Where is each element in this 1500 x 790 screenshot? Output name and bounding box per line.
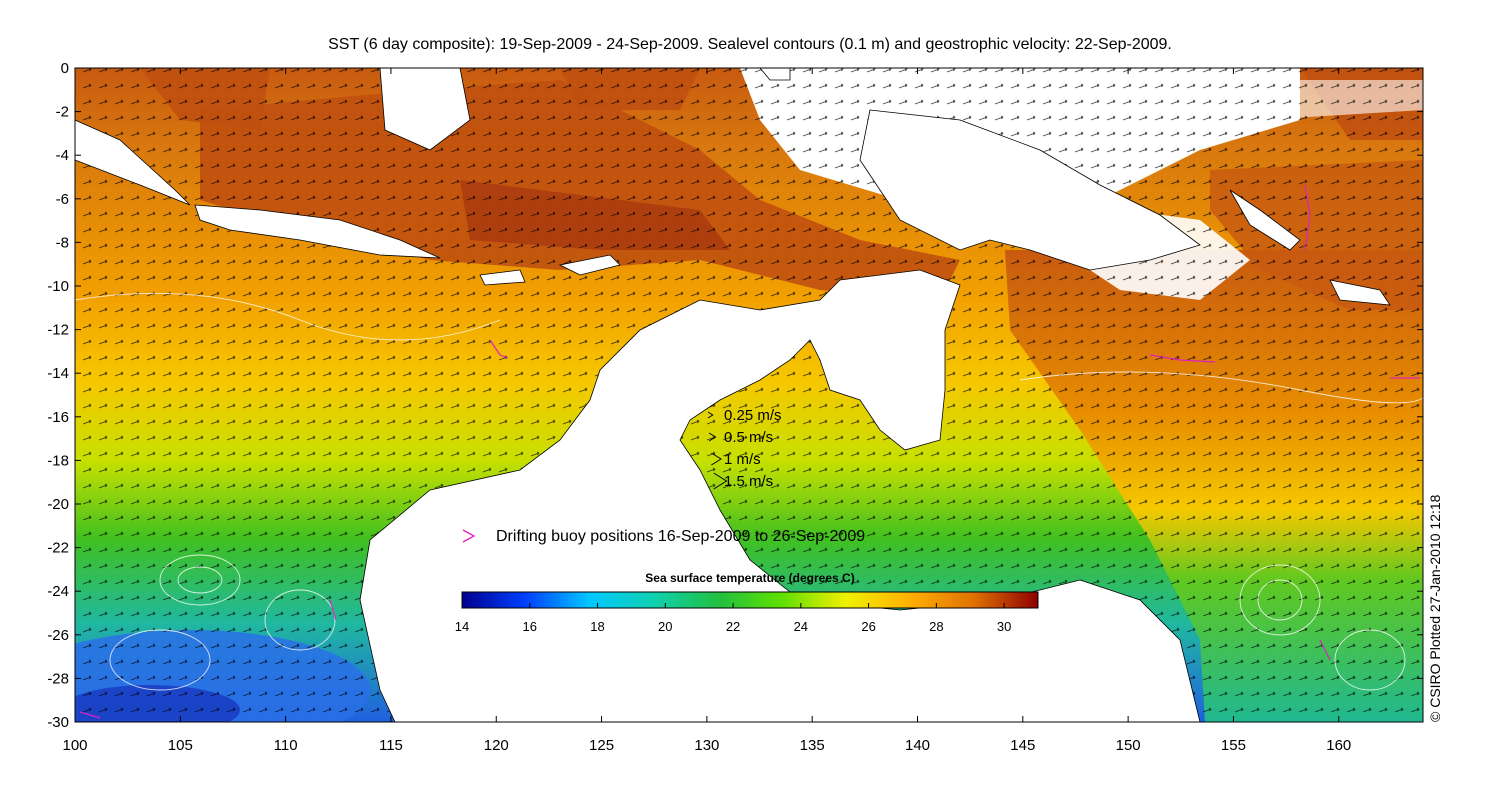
y-tick-label: -4 <box>56 147 69 164</box>
buoy-tracks <box>79 184 1420 719</box>
velocity-legend-label: 0.25 m/s <box>724 407 782 424</box>
credit-text: © CSIRO Plotted 27-Jan-2010 12:18 <box>1427 494 1443 722</box>
velocity-arrow-icon <box>707 411 714 419</box>
colorbar-tick-label: 30 <box>997 619 1011 634</box>
y-tick-label: 0 <box>61 60 69 77</box>
y-tick-label: -30 <box>47 714 69 731</box>
velocity-legend-label: 1 m/s <box>724 451 761 468</box>
y-tick-label: -8 <box>56 234 69 251</box>
x-tick-label: 155 <box>1221 737 1246 754</box>
colorbar-tick-label: 22 <box>726 619 740 634</box>
map-title: SST (6 day composite): 19-Sep-2009 - 24-… <box>328 36 1172 53</box>
axis-ticks: 100 105 110 115 120 125 130 135 140 145 150 155 1600… <box>47 60 1423 754</box>
colorbar-gradient <box>461 591 1039 609</box>
x-tick-label: 105 <box>168 737 193 754</box>
y-tick-label: -6 <box>56 191 69 208</box>
colorbar-ticks: 14 16 18 20 22 24 26 28 30 <box>455 603 1011 634</box>
y-tick-label: -16 <box>47 409 69 426</box>
colorbar: Sea surface temperature (degrees C) 14 16… <box>455 571 1039 634</box>
x-tick-label: 150 <box>1116 737 1141 754</box>
y-tick-label: -14 <box>47 365 69 382</box>
velocity-legend-label: 1.5 m/s <box>724 473 773 490</box>
x-tick-label: 125 <box>589 737 614 754</box>
velocity-legend: 0.25 m/s 0.5 m/s 1 m/s 1.5 m/s <box>707 407 782 490</box>
y-tick-label: -28 <box>47 670 69 687</box>
plot-frame <box>74 67 1424 723</box>
velocity-legend-label: 0.5 m/s <box>724 429 773 446</box>
x-tick-label: 140 <box>905 737 930 754</box>
colorbar-tick-label: 28 <box>929 619 943 634</box>
x-tick-label: 160 <box>1326 737 1351 754</box>
colorbar-tick-label: 24 <box>794 619 808 634</box>
x-tick-label: 130 <box>694 737 719 754</box>
x-tick-label: 145 <box>1010 737 1035 754</box>
colorbar-title: Sea surface temperature (degrees C) <box>645 571 854 585</box>
x-tick-label: 100 <box>62 737 87 754</box>
velocity-arrow-icon <box>711 452 722 466</box>
sst-field <box>75 68 1423 722</box>
y-tick-label: -22 <box>47 540 69 557</box>
buoy-legend: Drifting buoy positions 16-Sep-2009 to 2… <box>462 528 865 545</box>
x-tick-label: 115 <box>379 737 403 754</box>
colorbar-tick-label: 16 <box>523 619 537 634</box>
y-tick-label: -26 <box>47 627 69 644</box>
x-tick-label: 110 <box>274 737 298 754</box>
buoy-marker-icon <box>462 529 476 543</box>
velocity-arrow-icon <box>708 432 717 442</box>
colorbar-tick-label: 18 <box>590 619 604 634</box>
y-tick-label: -12 <box>47 322 69 339</box>
x-tick-label: 120 <box>484 737 509 754</box>
y-tick-label: -18 <box>47 452 69 469</box>
colorbar-tick-label: 14 <box>455 619 469 634</box>
y-tick-label: -24 <box>47 583 69 600</box>
colorbar-tick-label: 20 <box>658 619 672 634</box>
x-tick-label: 135 <box>800 737 825 754</box>
buoy-legend-label: Drifting buoy positions 16-Sep-2009 to 2… <box>496 528 865 545</box>
y-tick-label: -10 <box>47 278 69 295</box>
y-tick-label: -2 <box>56 104 69 121</box>
y-tick-label: -20 <box>47 496 69 513</box>
velocity-arrow-icon <box>713 472 728 490</box>
colorbar-tick-label: 26 <box>861 619 875 634</box>
